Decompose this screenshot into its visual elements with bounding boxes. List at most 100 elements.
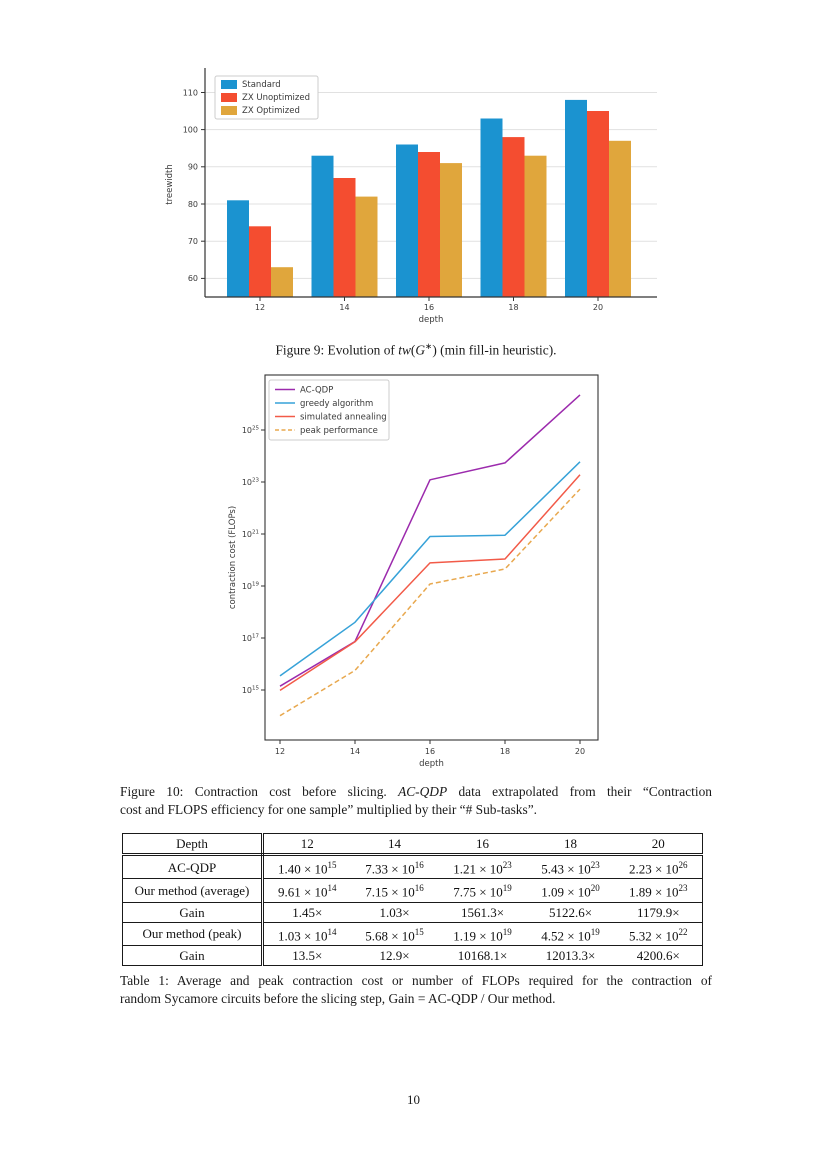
page-number: 10	[407, 1092, 420, 1107]
bar-zx-optimized	[271, 267, 293, 297]
line-chart-figure10: 1015 1017 1019 1021 1023 1025 12 14 16 18 20 depth c…	[228, 374, 599, 769]
x-tick-label: 20	[593, 303, 603, 312]
exponent: 23	[678, 883, 688, 894]
table-cell: 1.21 × 1023	[438, 853, 527, 879]
bar-chart-figure9: 60 70 80 90 100 110 12 14 16 18 20 depth treewidth St…	[165, 68, 657, 325]
contraction-cost-table: Depth 12 14 16 18 20 AC-QDP 1.40 × 1015 7.33 × 1…	[122, 833, 703, 966]
bar-standard	[565, 99, 587, 298]
x-tick-label: 12	[275, 747, 285, 756]
legend-label: ZX Optimized	[242, 106, 300, 116]
table-row-label: AC-QDP	[122, 853, 264, 879]
y-tick-label: 1015	[242, 685, 260, 695]
table-row: Gain 13.5× 12.9× 10168.1× 12013.3× 4200.6×	[122, 944, 703, 966]
exponent: 19	[590, 926, 600, 937]
table1-container: Depth 12 14 16 18 20 AC-QDP 1.40 × 1015 7.33 × 1…	[122, 833, 703, 966]
table-cell: 5.68 × 1015	[350, 921, 439, 946]
caption-fragment: ) (min fill-in heuristic).	[432, 342, 557, 358]
table-cell: 5.43 × 1023	[526, 853, 615, 879]
table-cell: 4200.6×	[614, 944, 703, 966]
table-cell: 12013.3×	[526, 944, 615, 966]
bar-zx-unoptimized	[502, 137, 525, 297]
table1-caption-line1: Table 1: Average and peak contraction co…	[120, 973, 712, 988]
table-row-label: Gain	[122, 944, 264, 966]
table-row-label: Our method (average)	[122, 878, 264, 903]
x-tick-label: 14	[339, 303, 349, 312]
table-header-cell: 18	[526, 833, 615, 856]
bar-zx-optimized	[609, 140, 631, 297]
caption-fragment: Figure 10: Contraction cost before slici…	[120, 784, 399, 799]
table-cell: 7.33 × 1016	[350, 853, 439, 879]
table-cell: 5.32 × 1022	[614, 921, 703, 946]
table-cell: 1.19 × 1019	[438, 921, 527, 946]
x-tick-label: 16	[425, 747, 435, 756]
plot-box	[264, 374, 599, 741]
bar-zx-optimized	[355, 196, 378, 297]
bar-zx-unoptimized	[333, 178, 356, 297]
x-axis-label: depth	[419, 759, 444, 769]
table-row-label: Gain	[122, 901, 264, 923]
table-cell: 12.9×	[350, 944, 439, 966]
figure10-caption: Figure 10: Contraction cost before slici…	[120, 783, 712, 819]
bar-zx-unoptimized	[418, 152, 440, 297]
bar-standard	[480, 118, 503, 297]
x-tick-label: 18	[508, 303, 518, 312]
bar-zx-optimized	[440, 163, 462, 297]
exponent: 16	[414, 860, 424, 870]
y-tick-label: 60	[188, 274, 198, 283]
y-tick-label: 80	[188, 200, 198, 209]
x-tick-label: 18	[500, 747, 510, 756]
caption-fragment: Figure 9: Evolution of	[275, 342, 399, 358]
y-tick-label: 1019	[242, 581, 260, 591]
caption-fragment: data extrapolated from their “Contractio…	[447, 784, 712, 799]
y-tick-label: 1023	[242, 477, 260, 487]
table-cell: 1.89 × 1023	[614, 878, 703, 903]
table-row: Our method (average) 9.61 × 1014 7.15 × 10…	[122, 878, 703, 903]
caption-fragment: ∗	[425, 341, 433, 351]
exponent: 23	[590, 860, 600, 870]
table-cell: 1.09 × 1020	[526, 878, 615, 903]
y-tick-exponent: 25	[252, 425, 259, 431]
exponent: 26	[678, 860, 688, 870]
exponent: 19	[502, 926, 512, 937]
table-cell: 1.03 × 1014	[262, 921, 351, 946]
table-cell: 7.15 × 1016	[350, 878, 439, 903]
table-header-cell: 14	[350, 833, 439, 856]
x-axis-label: depth	[419, 315, 444, 325]
table-cell: 1179.9×	[614, 901, 703, 923]
y-tick-exponent: 21	[252, 529, 259, 535]
y-tick-label: 1017	[242, 633, 260, 643]
legend-label: AC-QDP	[300, 386, 333, 396]
bar-standard	[227, 200, 249, 297]
table-cell: 1.45×	[262, 901, 351, 923]
figure9-caption: Figure 9: Evolution of tw(G∗) (min fill-…	[120, 337, 712, 359]
series-ac-qdp	[279, 394, 581, 687]
table1-caption-line2: random Sycamore circuits before the slic…	[120, 991, 556, 1006]
table-cell: 1561.3×	[438, 901, 527, 923]
table-row-label: Our method (peak)	[122, 921, 264, 946]
legend-box	[268, 379, 390, 441]
bar-standard	[311, 155, 334, 297]
legend-label: greedy algorithm	[300, 399, 373, 409]
table-row: Gain 1.45× 1.03× 1561.3× 5122.6× 1179.9×	[122, 901, 703, 923]
table-cell: 5122.6×	[526, 901, 615, 923]
table-cell: 13.5×	[262, 944, 351, 966]
table-cell: 1.03×	[350, 901, 439, 923]
series-greedy-algorithm	[279, 461, 581, 677]
legend-label: Standard	[242, 80, 281, 90]
exponent: 19	[502, 883, 512, 894]
y-tick-label: 1025	[242, 425, 260, 435]
table-header-cell: 20	[614, 833, 703, 856]
bar-zx-unoptimized	[587, 111, 609, 297]
table-cell: 4.52 × 1019	[526, 921, 615, 946]
y-tick-label: 90	[188, 163, 198, 172]
figure10-caption-line2: cost and FLOPS efficiency for one sample…	[120, 801, 712, 819]
exponent: 14	[327, 883, 337, 894]
x-tick-label: 14	[350, 747, 360, 756]
y-tick-exponent: 15	[252, 685, 259, 691]
caption-fragment: cost and FLOPS efficiency for one sample…	[120, 802, 538, 817]
legend-label: ZX Unoptimized	[242, 93, 310, 103]
table-header-row: Depth 12 14 16 18 20	[122, 833, 703, 856]
table-header-cell: Depth	[122, 833, 264, 856]
legend-label: simulated annealing	[300, 413, 387, 423]
